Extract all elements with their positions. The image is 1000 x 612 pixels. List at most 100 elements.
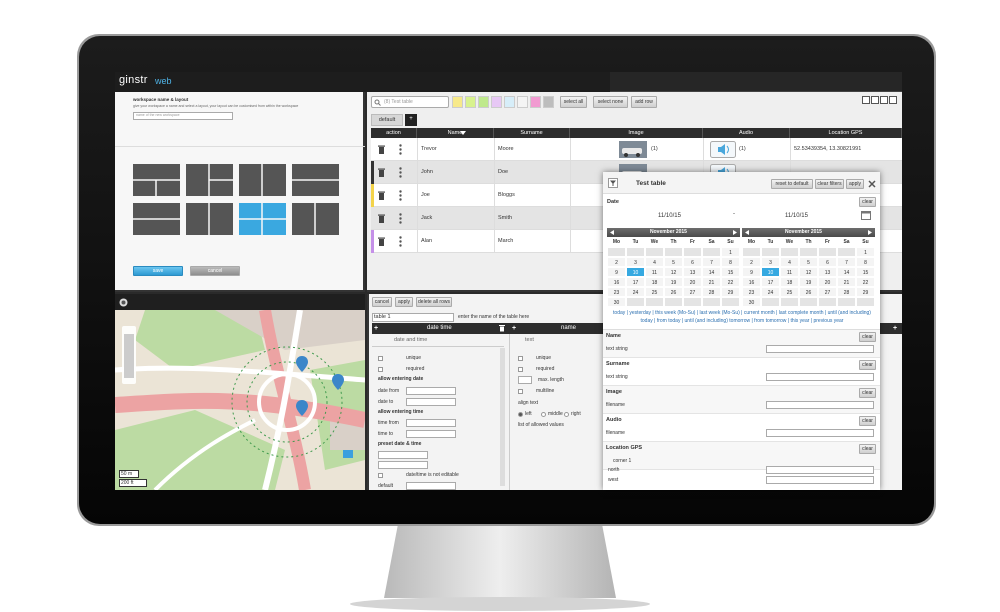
calendar-day[interactable]: 29 (856, 287, 875, 297)
option-input[interactable] (406, 430, 456, 438)
calendar-day[interactable]: 26 (799, 287, 818, 297)
field-input[interactable] (766, 401, 874, 409)
calendar-day[interactable]: 24 (761, 287, 780, 297)
add-tab[interactable]: + (405, 114, 417, 126)
layout-option[interactable] (239, 164, 286, 196)
calendar-day[interactable]: 15 (856, 267, 875, 277)
prev-month[interactable] (610, 230, 614, 235)
calendar-day[interactable]: 30 (607, 297, 626, 307)
calendar-day[interactable]: 10 (626, 267, 645, 277)
layout-option[interactable] (292, 203, 339, 235)
delete-icon[interactable] (378, 168, 385, 177)
delete-icon[interactable] (378, 237, 385, 246)
calendar-day[interactable]: 16 (607, 277, 626, 287)
calendar-day[interactable]: 18 (645, 277, 664, 287)
form-button[interactable]: apply (395, 297, 413, 307)
menu-icon[interactable] (399, 167, 402, 178)
clear-button[interactable]: clear (859, 332, 876, 342)
calendar-day[interactable]: 17 (761, 277, 780, 287)
calendar-day[interactable]: 20 (683, 277, 702, 287)
coordinate-input[interactable] (766, 466, 874, 474)
calendar-day[interactable]: 8 (856, 257, 875, 267)
calendar-day[interactable]: 27 (818, 287, 837, 297)
clear-button[interactable]: clear (859, 444, 876, 454)
menu-icon[interactable] (399, 144, 402, 155)
calendar-day[interactable]: 26 (664, 287, 683, 297)
color-filter[interactable] (465, 96, 476, 108)
calendar-day[interactable]: 1 (721, 247, 740, 257)
calendar-day[interactable]: 19 (664, 277, 683, 287)
delete-icon[interactable] (378, 214, 385, 223)
calendar-day[interactable]: 23 (742, 287, 761, 297)
column-header[interactable]: Surname (494, 128, 570, 138)
calendar-day[interactable]: 11 (780, 267, 799, 277)
option-input[interactable] (518, 376, 532, 384)
layout-option[interactable] (133, 164, 180, 196)
color-filter[interactable] (543, 96, 554, 108)
calendar-day[interactable]: 4 (645, 257, 664, 267)
clear-button[interactable]: clear (859, 416, 876, 426)
color-filter[interactable] (517, 96, 528, 108)
layout-option[interactable] (239, 203, 286, 235)
calendar-day[interactable]: 9 (607, 267, 626, 277)
save-button[interactable]: save (133, 266, 183, 276)
calendar-day[interactable]: 12 (799, 267, 818, 277)
field-input[interactable] (766, 373, 874, 381)
option-input[interactable] (406, 387, 456, 395)
form-button[interactable]: delete all rows (416, 297, 452, 307)
calendar-day[interactable]: 2 (742, 257, 761, 267)
layout-option[interactable] (133, 203, 180, 235)
option-input[interactable] (406, 419, 456, 427)
menu-icon[interactable] (399, 236, 402, 247)
checkbox[interactable] (378, 473, 383, 478)
menu-icon[interactable] (399, 190, 402, 201)
clear-button[interactable]: clear (859, 360, 876, 370)
calendar-day[interactable]: 5 (664, 257, 683, 267)
option-input[interactable] (406, 482, 456, 490)
coordinate-input[interactable] (766, 476, 874, 484)
calendar-day[interactable]: 25 (645, 287, 664, 297)
cancel-button[interactable]: cancel (190, 266, 240, 276)
calendar-day[interactable]: 22 (721, 277, 740, 287)
calendar-day[interactable]: 13 (818, 267, 837, 277)
tool-icon[interactable] (880, 96, 888, 104)
toolbar-button[interactable]: add row (631, 96, 657, 108)
table-name-input[interactable] (372, 313, 454, 322)
calendar-day[interactable]: 15 (721, 267, 740, 277)
delete-icon[interactable] (378, 191, 385, 200)
column-header[interactable]: Name (417, 128, 494, 138)
field-input[interactable] (766, 345, 874, 353)
clear-button[interactable]: clear (859, 388, 876, 398)
popup-button[interactable]: apply (846, 179, 864, 189)
tool-icon[interactable] (862, 96, 870, 104)
next-month[interactable] (868, 230, 872, 235)
calendar-day[interactable]: 2 (607, 257, 626, 267)
tool-icon[interactable] (871, 96, 879, 104)
calendar-day[interactable]: 18 (780, 277, 799, 287)
calendar-day[interactable]: 12 (664, 267, 683, 277)
calendar-day[interactable]: 11 (645, 267, 664, 277)
calendar-day[interactable]: 6 (683, 257, 702, 267)
calendar-day[interactable]: 20 (818, 277, 837, 287)
quick-ranges[interactable]: today | yesterday | this week (Mo-Su) | … (613, 310, 871, 324)
menu-icon[interactable] (399, 213, 402, 224)
calendar-day[interactable]: 24 (626, 287, 645, 297)
calendar-day[interactable]: 19 (799, 277, 818, 287)
popup-button[interactable]: reset to default (771, 179, 813, 189)
calendar-day[interactable]: 7 (702, 257, 721, 267)
calendar-day[interactable]: 7 (837, 257, 856, 267)
color-filter[interactable] (491, 96, 502, 108)
calendar-day[interactable]: 9 (742, 267, 761, 277)
field-input[interactable] (766, 429, 874, 437)
preset-date[interactable] (378, 451, 428, 459)
calendar-day[interactable]: 28 (837, 287, 856, 297)
option-input[interactable] (406, 398, 456, 406)
popup-button[interactable]: clear filters (815, 179, 844, 189)
radio[interactable] (541, 412, 546, 417)
calendar-day[interactable]: 17 (626, 277, 645, 287)
calendar-day[interactable]: 5 (799, 257, 818, 267)
delete-icon[interactable] (378, 145, 385, 154)
calendar-day[interactable]: 22 (856, 277, 875, 287)
radio[interactable] (564, 412, 569, 417)
calendar-day[interactable]: 25 (780, 287, 799, 297)
